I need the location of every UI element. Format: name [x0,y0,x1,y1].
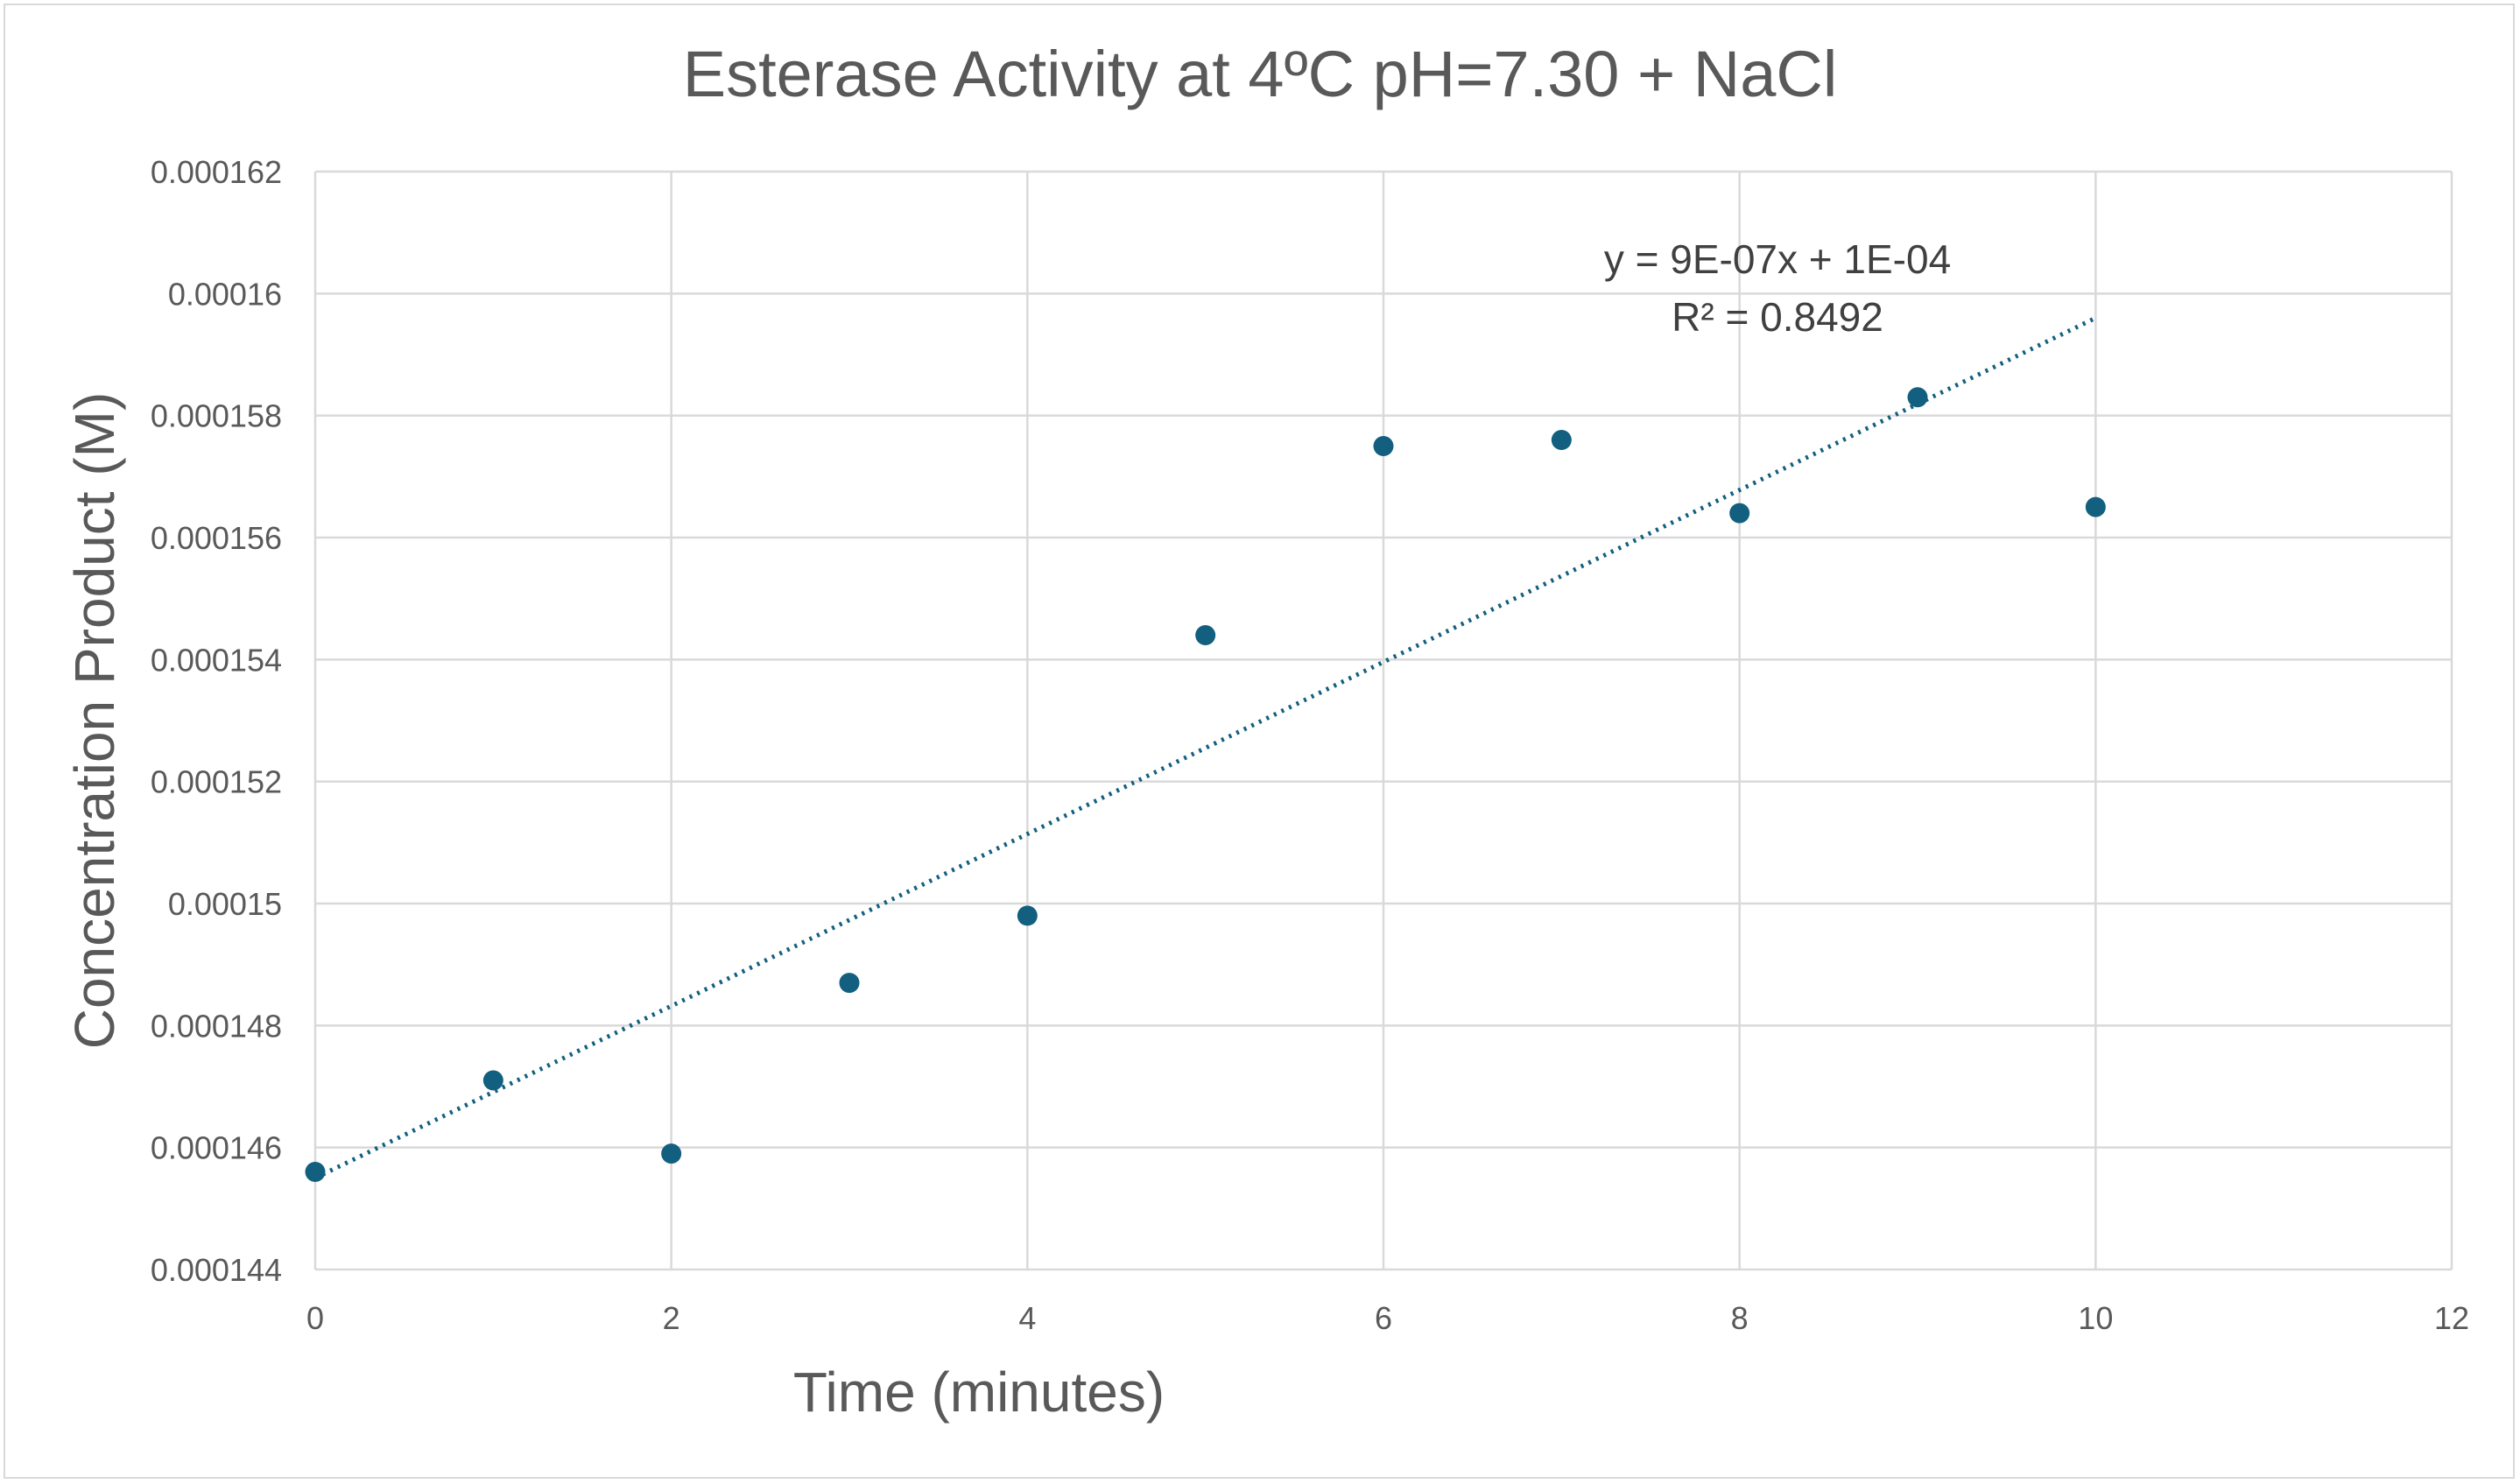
data-point [1551,430,1572,451]
data-point [1373,436,1394,456]
x-tick-label: 2 [663,1300,680,1336]
x-tick-label: 6 [1375,1300,1392,1336]
y-tick-label: 0.000144 [151,1252,282,1288]
y-tick-label: 0.000154 [151,642,282,678]
trendline-equation: y = 9E-07x + 1E-04 [1604,236,1951,282]
data-point [1907,387,1928,408]
chart-title: Esterase Activity at 4ºC pH=7.30 + NaCl [683,38,1838,110]
data-point [482,1070,503,1091]
y-tick-label: 0.00015 [168,886,282,922]
x-tick-label: 12 [2434,1300,2469,1336]
grid-lines [313,170,2453,1271]
data-point [1729,503,1750,524]
x-axis-title: Time (minutes) [793,1361,1165,1424]
data-point [1195,624,1216,645]
data-point [1017,905,1038,926]
x-tick-label: 4 [1018,1300,1036,1336]
y-tick-label: 0.000146 [151,1130,282,1166]
x-tick-label: 10 [2078,1300,2113,1336]
y-tick-label: 0.00016 [168,276,282,312]
y-tick-label: 0.000162 [151,154,282,190]
data-point [305,1162,326,1183]
y-axis-title: Concentration Product (M) [63,392,126,1050]
y-tick-label: 0.000152 [151,764,282,800]
data-point [661,1143,682,1164]
y-tick-label: 0.000158 [151,398,282,434]
data-point [2085,496,2106,517]
y-tick-label: 0.000148 [151,1008,282,1044]
x-tick-labels: 0 2 4 6 8 10 12 [306,1300,2469,1336]
trendline [313,315,2097,1180]
x-tick-label: 0 [306,1300,324,1336]
trendline-r-squared: R² = 0.8492 [1672,294,1883,340]
x-tick-label: 8 [1731,1300,1749,1336]
data-points [305,387,2106,1183]
trendline-path [313,315,2097,1180]
y-tick-label: 0.000156 [151,520,282,556]
data-point [839,973,860,994]
y-tick-labels: 0.000144 0.000146 0.000148 0.00015 0.000152 0… [151,154,282,1288]
